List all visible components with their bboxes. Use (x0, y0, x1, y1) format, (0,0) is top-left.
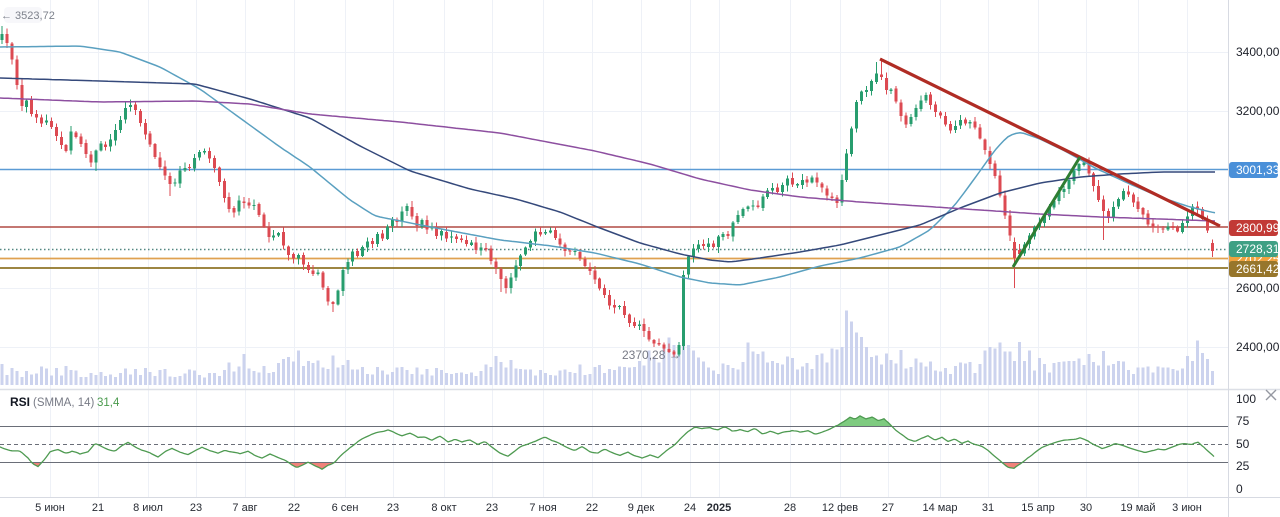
svg-text:31,4: 31,4 (97, 397, 120, 409)
svg-text:28: 28 (784, 502, 796, 514)
svg-text:3400,00: 3400,00 (1236, 45, 1280, 59)
svg-text:25: 25 (1236, 459, 1250, 473)
svg-text:100: 100 (1236, 392, 1256, 406)
svg-text:8 июл: 8 июл (133, 502, 163, 514)
svg-text:19 май: 19 май (1120, 502, 1155, 514)
svg-text:3 июн: 3 июн (1172, 502, 1202, 514)
svg-text:7 авг: 7 авг (232, 502, 257, 514)
svg-text:27: 27 (882, 502, 894, 514)
svg-text:15 апр: 15 апр (1021, 502, 1054, 514)
svg-text:30: 30 (1080, 502, 1092, 514)
svg-text:5 июн: 5 июн (35, 502, 65, 514)
svg-text:8 окт: 8 окт (431, 502, 456, 514)
svg-text:75: 75 (1236, 414, 1250, 428)
svg-text:0: 0 (1236, 482, 1243, 496)
svg-text:2025: 2025 (707, 502, 731, 514)
svg-text:2728,31: 2728,31 (1236, 242, 1280, 256)
svg-text:6 сен: 6 сен (332, 502, 359, 514)
svg-text:(SMMA, 14): (SMMA, 14) (33, 397, 95, 409)
svg-text:23: 23 (387, 502, 399, 514)
svg-text:2370,28 →: 2370,28 → (622, 348, 681, 362)
svg-text:2600,00: 2600,00 (1236, 281, 1280, 295)
svg-text:RSI: RSI (10, 395, 30, 409)
svg-text:3001,33: 3001,33 (1236, 163, 1280, 177)
svg-text:9 дек: 9 дек (628, 502, 655, 514)
svg-text:12 фев: 12 фев (822, 502, 858, 514)
svg-text:21: 21 (92, 502, 104, 514)
svg-text:50: 50 (1236, 437, 1250, 451)
svg-text:24: 24 (684, 502, 696, 514)
svg-text:23: 23 (486, 502, 498, 514)
svg-text:2400,00: 2400,00 (1236, 340, 1280, 354)
svg-text:2661,42: 2661,42 (1236, 262, 1280, 276)
svg-text:2800,99: 2800,99 (1236, 221, 1280, 235)
svg-text:22: 22 (586, 502, 598, 514)
svg-text:31: 31 (982, 502, 994, 514)
svg-text:← 3523,72: ← 3523,72 (1, 10, 55, 22)
svg-text:14 мар: 14 мар (922, 502, 957, 514)
svg-text:7 ноя: 7 ноя (529, 502, 556, 514)
svg-text:22: 22 (288, 502, 300, 514)
svg-text:23: 23 (190, 502, 202, 514)
svg-text:3200,00: 3200,00 (1236, 104, 1280, 118)
